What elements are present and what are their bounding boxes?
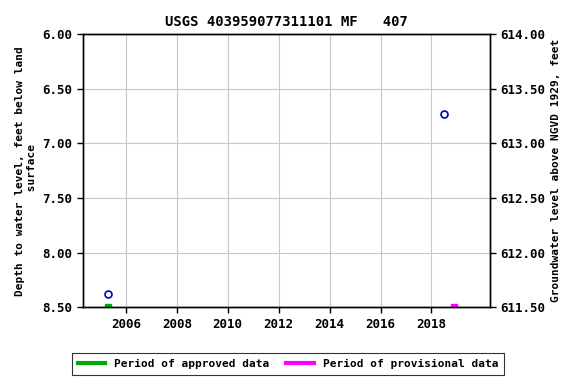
Title: USGS 403959077311101 MF   407: USGS 403959077311101 MF 407 (165, 15, 408, 29)
Legend: Period of approved data, Period of provisional data: Period of approved data, Period of provi… (72, 353, 504, 375)
Y-axis label: Depth to water level, feet below land
 surface: Depth to water level, feet below land su… (15, 46, 37, 296)
Y-axis label: Groundwater level above NGVD 1929, feet: Groundwater level above NGVD 1929, feet (551, 39, 561, 302)
